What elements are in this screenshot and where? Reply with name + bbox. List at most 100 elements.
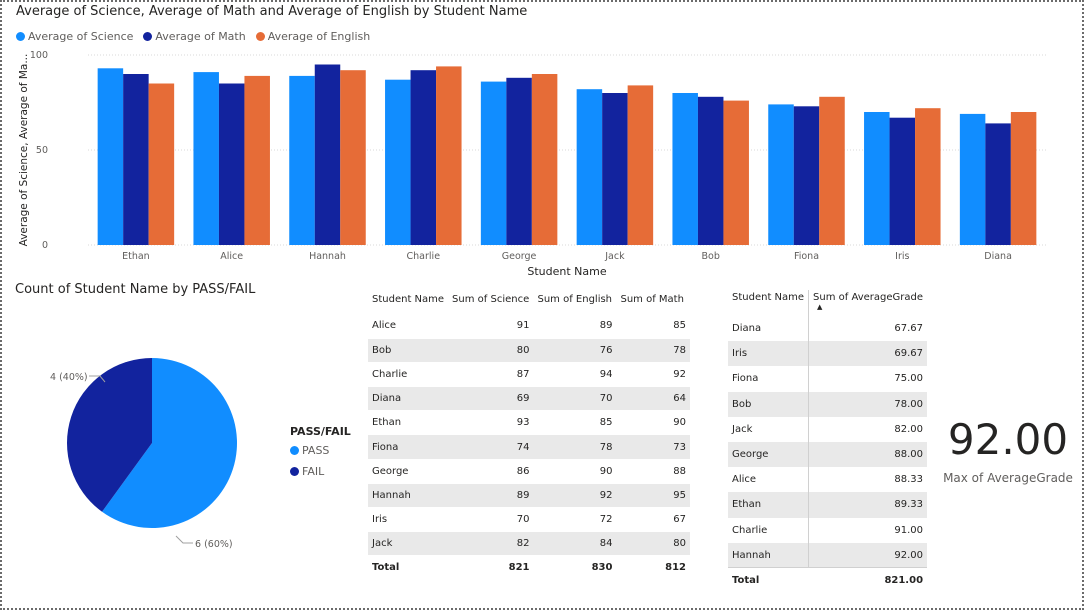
cell-score: 80 [616, 531, 690, 557]
scores-table[interactable]: Student Name Sum of Science Sum of Engli… [368, 284, 690, 578]
avg-total-label: Total [728, 567, 809, 592]
bar-math-ethan[interactable] [123, 74, 149, 245]
table-row[interactable]: Ethan 89.33 [728, 492, 928, 518]
average-grade-table[interactable]: Student Name Sum of AverageGrade ▲ Diana… [728, 290, 928, 592]
pie-leader-line-fail [89, 375, 106, 383]
x-tick-label: Alice [220, 251, 243, 262]
bar-chart[interactable]: Ethan Alice Hannah Charlie George Jack Bob Fion… [0, 0, 1084, 285]
cell-score: 86 [448, 459, 534, 484]
sort-ascending-icon[interactable]: ▲ [817, 303, 823, 311]
bar-math-george[interactable] [506, 77, 532, 245]
bar-science-diana[interactable] [959, 113, 986, 246]
legend-item-fail[interactable]: FAIL [290, 465, 351, 478]
legend-label-science: Average of Science [28, 30, 134, 43]
table-row[interactable]: Diana 69 70 64 [368, 386, 690, 412]
pie-chart-legend[interactable]: PASS/FAIL PASS FAIL [290, 425, 351, 486]
bar-english-iris[interactable] [915, 108, 941, 245]
legend-item-science[interactable]: Average of Science [16, 30, 133, 43]
table-row[interactable]: Fiona 74 78 73 [368, 434, 690, 460]
cell-score: 80 [448, 338, 534, 363]
cell-score: 92 [616, 362, 690, 388]
cell-score: 74 [448, 434, 534, 460]
scores-table-header-english[interactable]: Sum of English [537, 293, 613, 305]
x-tick-label: Charlie [407, 251, 441, 262]
legend-swatch-english [255, 32, 265, 41]
bar-science-george[interactable] [480, 81, 507, 245]
table-row[interactable]: Alice 91 89 85 [368, 314, 690, 339]
bar-science-ethan[interactable] [97, 68, 124, 245]
table-row[interactable]: Bob 80 76 78 [368, 338, 690, 363]
cell-student-name: Ethan [368, 410, 449, 436]
legend-swatch-math [143, 32, 153, 41]
pie-slice-pass[interactable] [102, 358, 237, 528]
bar-science-charlie[interactable] [385, 79, 411, 245]
kpi-label: Max of AverageGrade [943, 471, 1073, 485]
bar-math-hannah[interactable] [314, 64, 341, 246]
bar-math-diana[interactable] [985, 123, 1011, 245]
bar-english-diana[interactable] [1010, 112, 1037, 245]
legend-item-english[interactable]: Average of English [255, 30, 370, 43]
table-row[interactable]: George 86 90 88 [368, 459, 690, 484]
avg-table-header-student-name[interactable]: Student Name [728, 290, 810, 316]
cell-score: 89 [533, 314, 617, 339]
legend-label-math: Average of Math [155, 30, 246, 43]
table-row[interactable]: Hannah 92.00 [728, 542, 928, 568]
table-row[interactable]: Iris 69.67 [728, 341, 928, 367]
bar-math-iris[interactable] [889, 117, 916, 245]
x-tick-label: Jack [604, 251, 625, 262]
bar-science-iris[interactable] [864, 112, 890, 245]
cell-average-grade: 75.00 [894, 373, 924, 385]
bar-english-fiona[interactable] [819, 96, 845, 245]
pie-slice-fail[interactable] [67, 358, 152, 512]
bar-science-bob[interactable] [672, 93, 698, 245]
table-row[interactable]: Jack 82.00 [728, 416, 927, 442]
scores-table-header-science[interactable]: Sum of Science [452, 293, 530, 305]
table-row[interactable]: Iris 70 72 67 [368, 507, 690, 533]
bar-math-bob[interactable] [697, 96, 724, 245]
bar-english-alice[interactable] [244, 75, 270, 246]
table-row[interactable]: Alice 88.33 [728, 467, 927, 493]
scores-table-header-student-name[interactable]: Student Name [372, 293, 445, 305]
bar-english-charlie[interactable] [436, 66, 462, 246]
cell-score: 70 [448, 507, 534, 533]
legend-item-pass[interactable]: PASS [290, 444, 351, 457]
bar-science-fiona[interactable] [768, 104, 794, 246]
bar-english-bob[interactable] [723, 100, 749, 245]
cell-student-name: George [368, 459, 449, 484]
cell-score: 91 [448, 314, 534, 339]
x-tick-label: Hannah [309, 251, 346, 262]
bar-math-fiona[interactable] [793, 106, 820, 245]
bar-english-ethan[interactable] [148, 83, 175, 246]
bar-chart-legend[interactable]: Average of Science Average of Math Avera… [16, 30, 370, 43]
table-row[interactable]: Charlie 87 94 92 [368, 362, 690, 388]
bar-math-alice[interactable] [218, 83, 245, 246]
kpi-card[interactable]: 92.00 [943, 415, 1073, 464]
table-row[interactable]: Jack 82 84 80 [368, 531, 690, 557]
cell-student-name: Ethan [728, 492, 810, 518]
bar-english-jack[interactable] [627, 85, 654, 246]
legend-item-math[interactable]: Average of Math [143, 30, 246, 43]
cell-score: 76 [533, 338, 617, 363]
table-row[interactable]: Diana 67.67 [728, 316, 927, 342]
bar-science-hannah[interactable] [289, 75, 315, 246]
cell-score: 78 [616, 338, 690, 363]
table-row[interactable]: Hannah 89 92 95 [368, 483, 690, 509]
cell-student-name: Iris [368, 507, 449, 533]
scores-table-header-math[interactable]: Sum of Math [620, 293, 684, 305]
bar-english-hannah[interactable] [340, 70, 366, 245]
avg-table-header-average-grade[interactable]: Sum of AverageGrade ▲ [809, 290, 927, 316]
table-row[interactable]: Fiona 75.00 [728, 366, 927, 392]
bar-math-jack[interactable] [602, 93, 628, 245]
bar-english-george[interactable] [531, 74, 558, 245]
table-row[interactable]: Bob 78.00 [728, 391, 928, 417]
avg-total-value: 821.00 [808, 567, 928, 592]
pie-chart[interactable]: 4 (40%) 6 (60%) [0, 300, 290, 580]
cell-average-grade: 89.33 [808, 492, 928, 518]
table-row[interactable]: Ethan 93 85 90 [368, 410, 690, 436]
bar-math-charlie[interactable] [410, 70, 437, 245]
bar-science-alice[interactable] [193, 72, 219, 245]
table-row[interactable]: Charlie 91.00 [728, 517, 927, 543]
table-row[interactable]: George 88.00 [728, 441, 928, 468]
bar-science-jack[interactable] [576, 89, 603, 245]
